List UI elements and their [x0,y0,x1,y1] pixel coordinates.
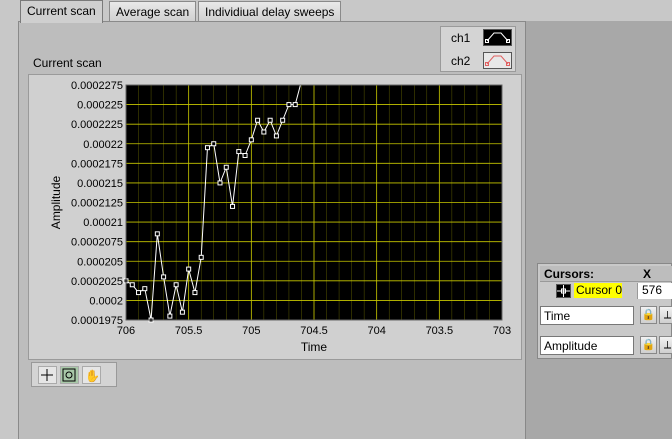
legend-label: ch2 [451,54,471,68]
legend-item-ch1[interactable]: ch1 [441,27,515,48]
lock-icon[interactable]: 🔒 [640,306,657,324]
axis-scale-icon[interactable]: ⟂ [659,306,672,324]
tab-individual-delay-sweeps[interactable]: Individiual delay sweeps [198,1,342,22]
legend-item-ch2[interactable]: ch2 [441,50,515,71]
data-point [267,117,273,123]
data-point [192,290,198,296]
data-point [136,290,142,296]
x-tick-label: 705 [242,325,260,337]
data-point [217,180,223,186]
data-point [198,254,204,260]
cursor-name[interactable]: Cursor 0 [574,283,623,298]
data-point [161,274,167,280]
line-with-square-markers-icon [483,52,512,69]
x-tick-label: 703.5 [426,325,454,337]
data-point [211,141,217,147]
data-point [248,137,254,143]
right-side-panel [525,21,672,439]
y-tick-label: 0.000205 [77,256,123,268]
axis-scale-icon[interactable]: ⟂ [659,336,672,354]
data-point [223,164,229,170]
x-tick-label: 704.5 [300,325,328,337]
data-point [261,129,267,135]
line-with-square-markers-icon [483,29,512,46]
x-axis-name-field[interactable]: Time [540,306,634,325]
left-strip [0,21,18,439]
x-tick-label: 704 [367,325,385,337]
data-point [242,153,248,158]
y-tick-label: 0.0002075 [71,237,123,249]
y-tick-label: 0.0002125 [71,198,123,210]
y-tick-label: 0.000225 [77,100,123,112]
zoom-icon[interactable] [60,366,79,384]
data-point [280,117,286,123]
tab-bar: Current scan Average scan Individiual de… [0,0,672,23]
y-tick-label: 0.0002 [89,295,123,307]
y-tick-label: 0.000215 [77,178,123,190]
pan-hand-icon[interactable]: ✋ [82,366,101,384]
data-point [186,266,192,272]
crosshair-icon [556,284,571,298]
plot-svg: 0.0002275 0.000225 0.0002225 0.00022 0.00021… [49,80,511,354]
y-tick-label: 0.00021 [83,217,123,229]
data-point [236,149,242,155]
cursor-x-value[interactable]: 576 [637,283,672,299]
data-point [292,102,298,108]
tab-current-scan[interactable]: Current scan [20,0,103,23]
data-point [255,117,261,123]
y-tick-label: 0.0002225 [71,119,123,131]
plot-legend[interactable]: ch1 ch2 [440,26,516,72]
data-point [173,282,179,288]
x-tick-label: 705.5 [175,325,203,337]
data-point [142,286,148,292]
data-point [273,133,279,139]
data-point [179,309,185,315]
y-tick-label: 0.0001975 [71,315,123,327]
graph-title: Current scan [33,56,102,70]
svg-text:✋: ✋ [85,369,100,383]
legend-label: ch1 [451,31,471,45]
data-point [286,102,292,108]
x-tick-label: 706 [117,325,135,337]
cursor-move-icon[interactable] [38,366,57,384]
plot-border [125,84,503,321]
tab-average-scan[interactable]: Average scan [109,1,197,22]
y-axis-name-field[interactable]: Amplitude [540,336,634,355]
cursors-header-label: Cursors: [544,267,595,281]
cursor-table-header: Cursors: X [540,266,672,282]
y-tick-label: 0.00022 [83,139,123,151]
data-point [230,203,236,209]
y-axis-label: Amplitude [49,176,63,230]
data-point [154,231,160,237]
cursor-x-header: X [643,267,652,281]
y-tick-label: 0.0002175 [71,158,123,170]
y-tick-label: 0.0002275 [71,80,123,92]
x-axis-label: Time [301,340,328,354]
x-tick-label: 703 [493,325,511,337]
data-point [167,313,173,319]
graph-palette: ✋ [31,362,117,387]
data-point [204,145,210,151]
lock-icon[interactable]: 🔒 [640,336,657,354]
data-point [129,282,135,288]
y-tick-label: 0.0002025 [71,276,123,288]
waveform-graph[interactable]: 0.0002275 0.000225 0.0002225 0.00022 0.00021… [28,74,522,360]
